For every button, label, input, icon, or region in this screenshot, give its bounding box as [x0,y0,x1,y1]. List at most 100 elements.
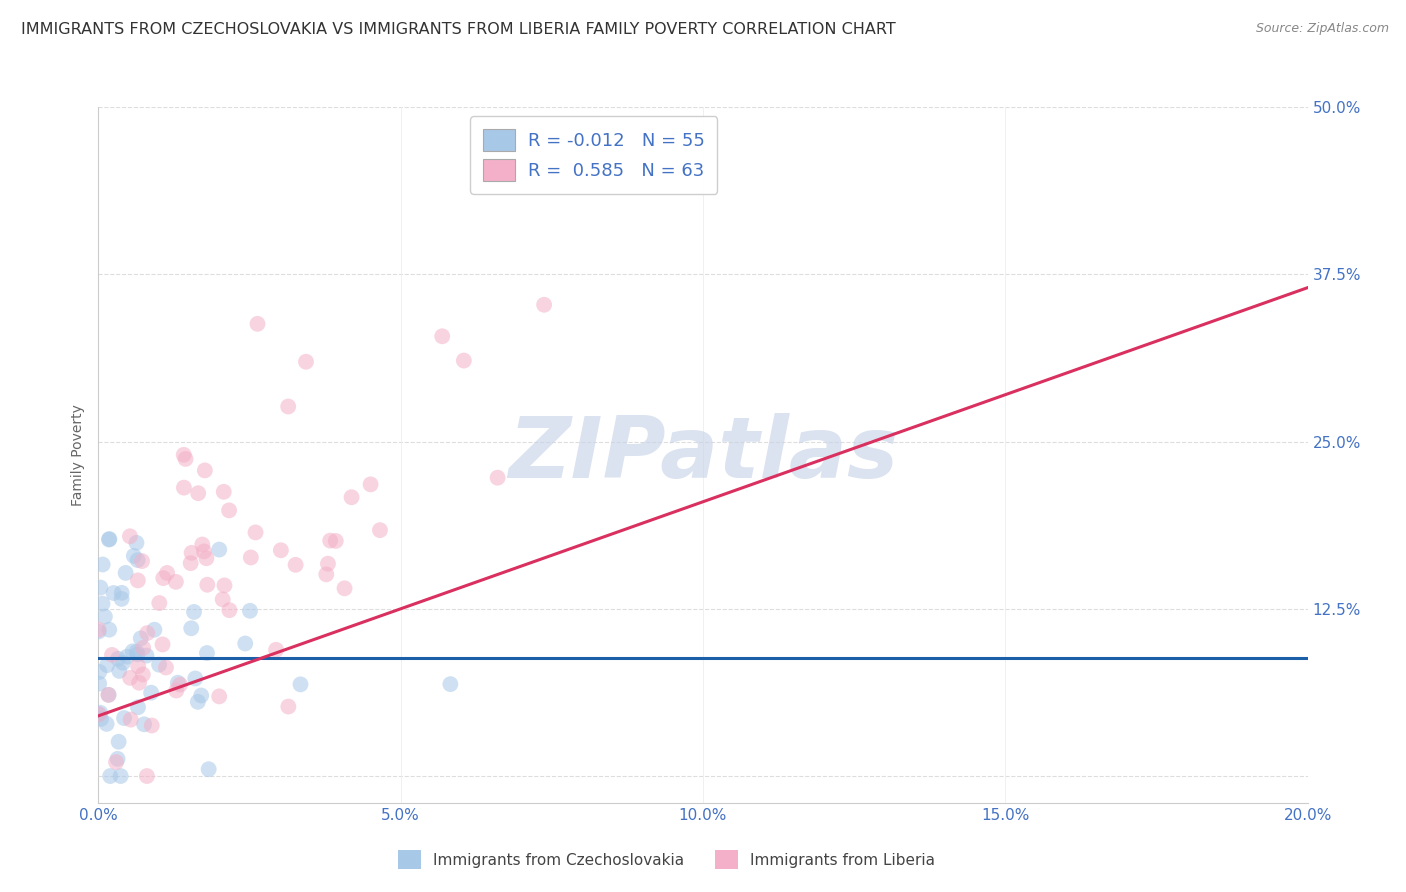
Point [120,671,142,685]
Point [101,648,124,662]
Point [180,556,202,570]
Point [139,686,162,700]
Point [89,706,111,720]
Point [125,645,148,659]
Point [174,451,197,466]
Point [87,623,110,637]
Point [218,503,240,517]
Point [194,463,217,477]
Point [319,533,342,548]
Point [284,558,307,572]
Point [195,578,218,592]
Point [211,592,233,607]
Point [132,717,155,731]
Point [277,400,299,414]
Point [439,677,461,691]
Point [97,688,120,702]
Point [127,648,149,662]
Point [360,477,382,491]
Point [208,690,231,704]
Point [110,591,132,606]
Point [98,769,121,783]
Point [193,544,215,558]
Point [333,582,356,596]
Point [136,626,159,640]
Point [111,656,134,670]
Point [432,329,454,343]
Point [96,717,118,731]
Point [184,672,207,686]
Point [110,769,132,783]
Point [208,542,231,557]
Point [195,646,218,660]
Point [295,355,318,369]
Y-axis label: Family Poverty: Family Poverty [72,404,86,506]
Point [108,664,131,678]
Point [453,353,475,368]
Point [90,712,112,726]
Point [125,536,148,550]
Point [239,550,262,565]
Point [97,688,120,702]
Point [245,525,267,540]
Point [264,642,287,657]
Point [122,549,145,563]
Point [91,597,114,611]
Point [152,571,174,585]
Point [197,762,219,776]
Point [87,624,110,639]
Point [111,586,134,600]
Point [87,707,110,722]
Point [214,578,236,592]
Point [141,718,163,732]
Point [103,586,125,600]
Point [127,700,149,714]
Point [107,752,129,766]
Point [246,317,269,331]
Point [127,553,149,567]
Point [143,623,166,637]
Point [340,490,363,504]
Point [94,609,117,624]
Point [165,683,187,698]
Point [165,574,187,589]
Point [187,486,209,500]
Point [152,637,174,651]
Point [155,660,177,674]
Point [127,574,149,588]
Point [132,667,155,681]
Point [212,484,235,499]
Point [148,596,170,610]
Point [107,652,129,666]
Point [533,298,555,312]
Point [316,557,339,571]
Point [486,471,509,485]
Point [89,676,111,690]
Point [89,581,111,595]
Point [239,604,262,618]
Point [290,677,312,691]
Point [112,711,135,725]
Point [173,481,195,495]
Point [183,605,205,619]
Point [131,554,153,568]
Point [91,558,114,572]
Point [173,448,195,462]
Point [120,713,142,727]
Point [132,640,155,655]
Point [128,675,150,690]
Point [190,689,212,703]
Point [270,543,292,558]
Point [218,603,240,617]
Point [148,657,170,672]
Text: ZIPatlas: ZIPatlas [508,413,898,497]
Point [89,665,111,679]
Point [107,735,129,749]
Point [191,537,214,551]
Point [277,699,299,714]
Point [127,659,149,673]
Point [315,567,337,582]
Point [114,566,136,580]
Point [156,566,179,580]
Point [167,675,190,690]
